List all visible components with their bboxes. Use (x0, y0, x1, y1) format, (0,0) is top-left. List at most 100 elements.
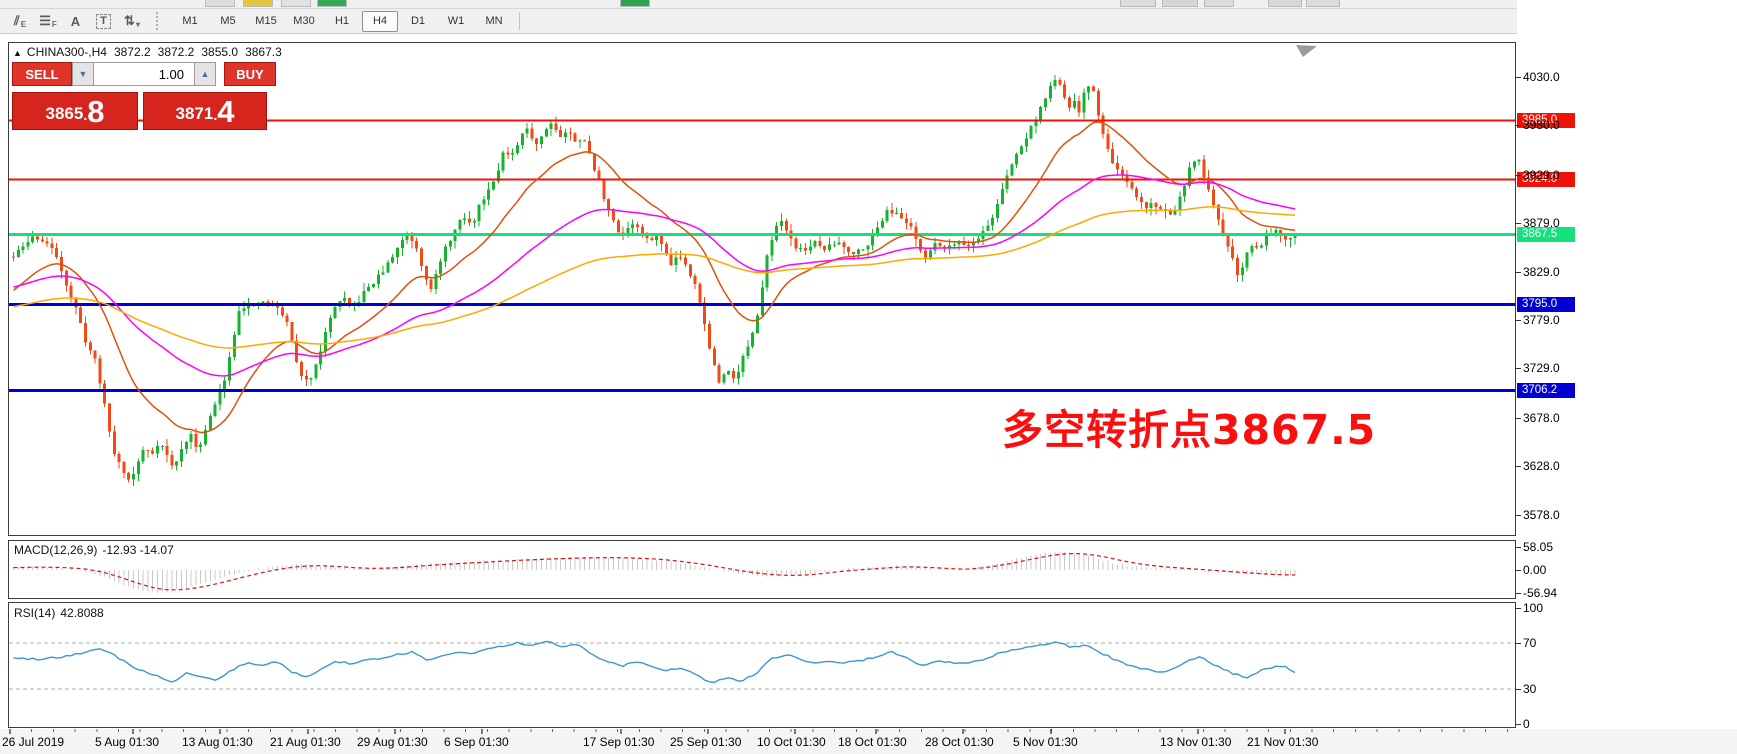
level-badge-3706: 3706.2 (1517, 383, 1575, 398)
axis-tick-label: 70 (1523, 635, 1537, 650)
toolbar-fragment (1204, 0, 1234, 7)
macd-panel[interactable] (8, 540, 1516, 599)
axis-tick (1516, 271, 1521, 273)
axis-tick (1516, 608, 1521, 609)
timeframe-button-h4[interactable]: H4 (362, 10, 398, 32)
date-label: 10 Oct 01:30 (757, 735, 826, 749)
axis-tick-label: 0.00 (1523, 563, 1547, 577)
toolbar-fragment (1268, 0, 1302, 7)
axis-tick (1516, 125, 1521, 127)
timeframe-button-m1[interactable]: M1 (182, 15, 198, 27)
axis-tick (1516, 466, 1521, 468)
sell-price-button[interactable]: 3865. 8 (12, 92, 138, 130)
axis-tick-label: 4030.0 (1523, 69, 1560, 84)
timeframe-button-mn[interactable]: MN (485, 15, 503, 27)
symbol-direction-icon: ▲ (13, 48, 22, 58)
axis-tick (1516, 174, 1521, 176)
bid-pip: 8 (87, 94, 105, 129)
macd-label: MACD(12,26,9) -12.93 -14.07 (14, 543, 174, 557)
axis-tick-label: 100 (1523, 601, 1544, 615)
date-label: 21 Nov 01:30 (1247, 735, 1319, 749)
text-label-tool-icon: T (96, 13, 111, 29)
bar-high: 3872.2 (157, 45, 195, 59)
axis-tick-label: 3929.0 (1523, 167, 1560, 182)
date-label: 18 Oct 01:30 (838, 735, 907, 749)
rsi-value: 42.8088 (60, 606, 104, 620)
timeframe-button-m5[interactable]: M5 (220, 15, 236, 27)
axis-tick (1516, 319, 1521, 321)
axis-tick (1516, 592, 1521, 594)
level-badge-3867: 3867.5 (1517, 226, 1575, 242)
timeframe-button-m30[interactable]: M30 (293, 15, 315, 27)
shapes-tool[interactable]: ⇅ ▾ (124, 13, 140, 29)
buy-button[interactable]: BUY (224, 62, 276, 86)
axis-tick (1516, 689, 1521, 691)
macd-name: MACD(12,26,9) (14, 543, 98, 557)
axis-tick-label: 3678.0 (1523, 410, 1560, 425)
toolbar-fragment (1162, 0, 1198, 7)
toolbar-fragment (1306, 0, 1340, 7)
toolbar-separator (156, 12, 165, 30)
text-label-tool[interactable]: T (90, 11, 118, 31)
date-label: 29 Aug 01:30 (357, 735, 428, 749)
axis-tick-label: 3578.0 (1523, 507, 1560, 522)
date-label: 26 Jul 2019 (2, 735, 65, 749)
rsi-panel[interactable] (8, 602, 1516, 728)
bar-open: 3872.2 (113, 45, 151, 59)
ask-main: 3871 (175, 104, 214, 123)
toolbar-separator (519, 12, 520, 30)
date-label: 13 Nov 01:30 (1160, 735, 1232, 749)
axis-tick (1516, 724, 1521, 725)
ask-dot: . (213, 107, 218, 123)
equidistant-channel-tool[interactable]: ⫽ E (13, 13, 27, 29)
shapes-tool-icon: ⇅ (124, 13, 135, 28)
volume-input[interactable]: 1.00 (94, 62, 194, 86)
axis-tick (1516, 514, 1521, 516)
price-axis[interactable]: 3985.0 3924.0 3867.5 3795.0 3706.2 4030.… (1516, 0, 1737, 731)
one-click-price-row: 3865. 8 3871. 4 (12, 92, 267, 130)
partial-toolbar-row (0, 0, 1737, 9)
bar-low: 3855.0 (201, 45, 239, 59)
date-label: 28 Oct 01:30 (925, 735, 994, 749)
text-tool[interactable]: A (62, 11, 90, 31)
bid-dot: . (83, 107, 88, 123)
volume-decrease-button[interactable]: ▼ (72, 62, 94, 86)
timeframe-button-d1[interactable]: D1 (410, 15, 426, 27)
axis-tick (1516, 223, 1521, 225)
toolbar-fragment (620, 0, 650, 7)
symbol-name: CHINA300-,H4 (26, 45, 107, 59)
text-tool-icon: A (70, 13, 81, 29)
ask-pip: 4 (217, 94, 235, 129)
axis-tick-label: 3980.0 (1523, 118, 1560, 133)
equidistant-channel-tool-icon: ⫽ (13, 13, 20, 28)
volume-increase-button[interactable]: ▲ (194, 62, 216, 86)
axis-tick (1516, 76, 1521, 78)
symbol-header: ▲ CHINA300-,H4 3872.2 3872.2 3855.0 3867.3 (13, 45, 282, 59)
date-label: 5 Aug 01:30 (95, 735, 160, 749)
axis-tick (1516, 547, 1521, 549)
timeframe-button-m15[interactable]: M15 (255, 15, 277, 27)
date-label: 21 Aug 01:30 (270, 735, 341, 749)
timeframe-button-w1[interactable]: W1 (447, 15, 465, 27)
sell-button[interactable]: SELL (12, 62, 72, 86)
axis-tick-label: 3729.0 (1523, 361, 1560, 376)
fibonacci-tool[interactable]: ☰ F (39, 13, 57, 29)
axis-tick-label: 3779.0 (1523, 312, 1560, 327)
date-label: 17 Sep 01:30 (583, 735, 655, 749)
toolbar-fragment (205, 0, 235, 7)
axis-tick (1516, 642, 1521, 644)
buy-price-button[interactable]: 3871. 4 (143, 92, 267, 130)
macd-values: -12.93 -14.07 (102, 543, 174, 557)
time-axis[interactable]: 26 Jul 2019 5 Aug 01:30 13 Aug 01:30 21 Aug… (0, 729, 1737, 754)
level-badge-3795: 3795.0 (1517, 296, 1575, 312)
timeframe-button-h1[interactable]: H1 (334, 15, 350, 27)
bid-main: 3865 (45, 104, 84, 123)
timeframe-toolbar: M1 M5 M15 M30 H1 H4 D1 W1 MN (171, 10, 513, 32)
axis-tick (1516, 570, 1521, 571)
annotation-text: 多空转折点3867.5 (1002, 406, 1377, 454)
toolbar-fragment (317, 0, 347, 7)
axis-tick-label: 3829.0 (1523, 264, 1560, 279)
toolbar-fragment (243, 0, 273, 7)
axis-tick-label: 3628.0 (1523, 459, 1560, 474)
